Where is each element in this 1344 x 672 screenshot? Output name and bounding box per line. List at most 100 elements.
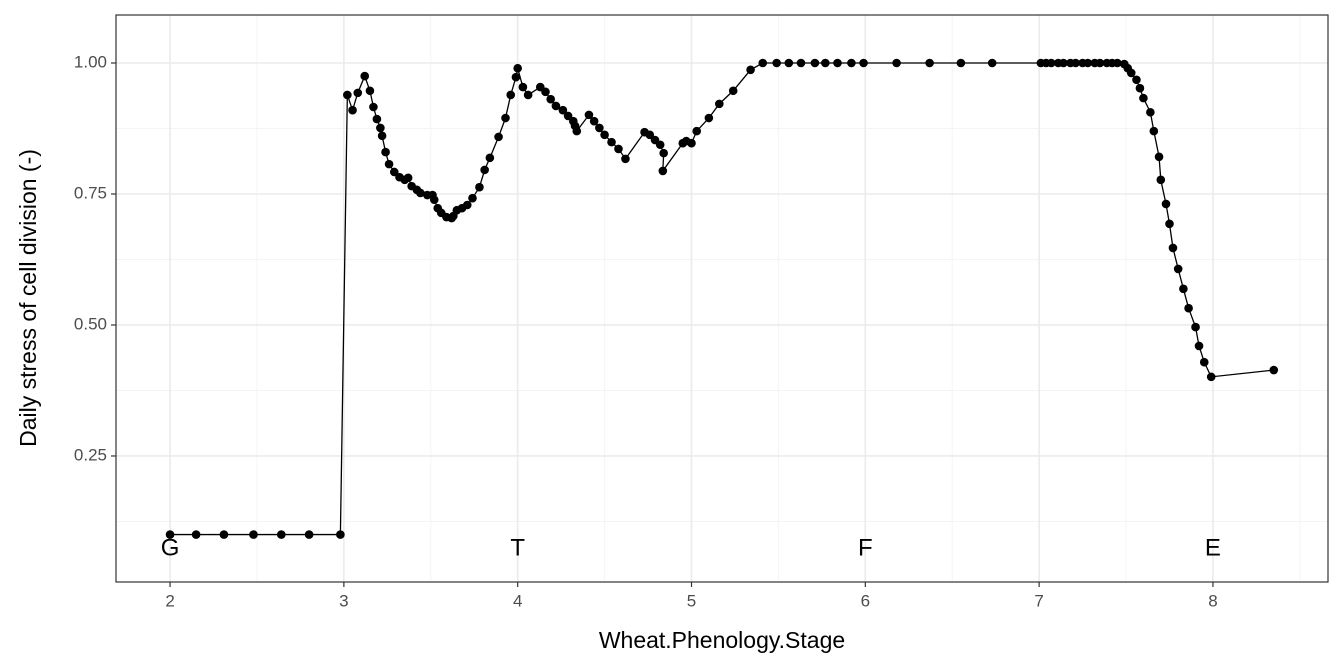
data-point [1132,75,1141,85]
data-point [381,147,390,157]
data-point [692,126,702,136]
data-point [655,140,665,150]
data-point [859,58,868,68]
x-tick-label: 6 [861,591,870,610]
data-point [353,88,363,98]
data-point [369,102,378,112]
x-tick-label: 5 [687,591,696,610]
data-point [429,195,439,205]
data-point [165,530,175,539]
x-tick-label: 8 [1208,591,1217,610]
data-point [715,99,724,109]
data-point [956,58,966,68]
data-point [1269,365,1279,375]
data-point [1206,372,1216,382]
data-point [1126,68,1136,78]
data-point [704,113,714,123]
data-point [348,105,357,115]
data-point [551,101,561,111]
x-tick-label: 7 [1034,591,1043,610]
data-point [925,58,934,68]
data-point [1154,152,1164,162]
data-point [1168,243,1178,253]
data-point [377,131,387,141]
data-point [796,58,806,68]
data-point [372,114,382,124]
stage-annotation: T [510,534,525,561]
data-point [658,166,668,176]
data-point [1046,58,1056,68]
data-point [563,111,573,121]
data-point [249,530,258,539]
x-axis-title: Wheat.Phenology.Stage [599,627,845,653]
x-tick-label: 4 [513,591,522,610]
data-point [1135,83,1145,93]
data-point [746,65,755,75]
data-point [847,58,856,68]
data-point [506,90,516,100]
data-point [600,130,609,140]
data-point [810,58,820,68]
data-point [892,58,901,68]
y-axis-title: Daily stress of cell division (-) [15,149,41,447]
data-point [336,530,345,539]
data-point [403,173,413,183]
data-point [589,116,599,126]
data-point [1146,107,1155,117]
data-line [170,62,1274,536]
data-point [485,153,495,163]
data-point [541,87,550,97]
data-point [1139,93,1148,103]
data-point [501,113,510,123]
y-tick-label: 1.00 [74,52,107,71]
data-point [1184,303,1193,313]
x-tick-label: 3 [339,591,348,610]
data-point [758,58,768,68]
data-point [511,72,521,82]
data-point [1161,199,1171,209]
data-point [784,58,794,68]
data-point [1156,175,1166,185]
data-point [343,90,352,100]
data-point [546,94,556,104]
data-point [1149,126,1159,136]
data-point [621,154,630,164]
data-point [276,530,286,539]
data-point [728,86,738,96]
stage-annotation: E [1205,534,1221,561]
data-point [304,530,314,539]
data-point [595,123,604,133]
data-point [518,82,528,92]
data-point [659,148,668,158]
data-point [1071,58,1080,68]
data-point [1059,58,1068,68]
data-point [614,144,623,154]
data-point [513,63,522,73]
data-point [468,193,477,203]
data-point [687,138,696,148]
data-point [1199,357,1209,367]
data-point [191,530,201,539]
data-point [987,58,997,68]
data-point [1173,264,1183,274]
x-tick-label: 2 [165,591,174,610]
y-tick-label: 0.75 [74,183,107,202]
data-point [821,58,830,68]
data-point [480,165,489,175]
y-tick-label: 0.50 [74,314,107,333]
data-point [1083,58,1093,68]
data-point [416,188,425,198]
data-point [523,90,533,100]
data-point [1179,284,1188,294]
data-point [360,71,370,81]
data-point [772,58,781,68]
data-point [607,137,616,147]
data-point [1194,341,1204,351]
data-point [376,123,385,133]
data-point [365,86,375,96]
stage-annotation: G [161,534,180,561]
data-point [494,132,503,142]
data-point [833,58,842,68]
data-point [475,182,484,192]
